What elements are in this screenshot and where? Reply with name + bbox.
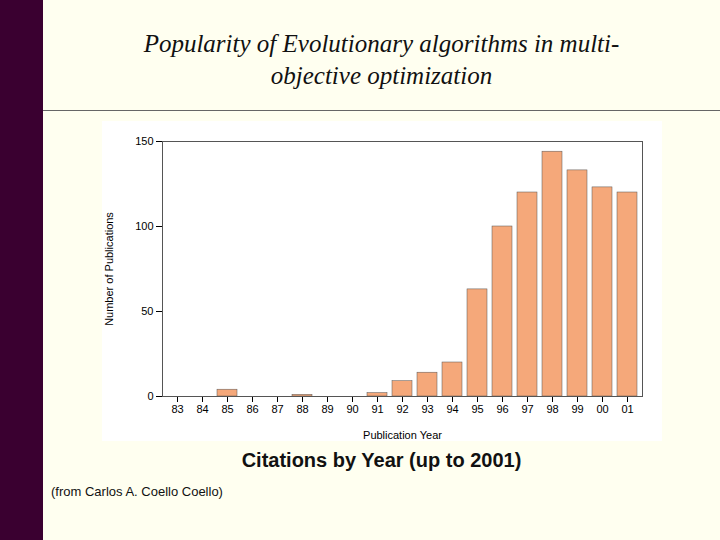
svg-text:0: 0 [147, 390, 153, 402]
svg-text:Publication Year: Publication Year [363, 429, 442, 441]
html-text:objective optimization: objective optimization [270, 62, 493, 89]
svg-text:00: 00 [596, 403, 608, 415]
svg-text:91: 91 [371, 403, 383, 415]
svg-text:97: 97 [521, 403, 533, 415]
svg-text:98: 98 [546, 403, 558, 415]
html-text:Citations by Year (up to 2001): Citations by Year (up to 2001) [241, 449, 522, 471]
svg-text:85: 85 [221, 403, 233, 415]
svg-text:95: 95 [471, 403, 483, 415]
svg-text:50: 50 [141, 305, 153, 317]
svg-text:88: 88 [296, 403, 308, 415]
svg-text:92: 92 [396, 403, 408, 415]
svg-text:89: 89 [321, 403, 333, 415]
svg-text:87: 87 [271, 403, 283, 415]
html-text:Popularity of Evolutionary alg: Popularity of Evolutionary algorithms in… [143, 30, 620, 57]
svg-text:94: 94 [446, 403, 458, 415]
svg-text:83: 83 [171, 403, 183, 415]
svg-text:93: 93 [421, 403, 433, 415]
svg-text:99: 99 [571, 403, 583, 415]
svg-text:86: 86 [246, 403, 258, 415]
svg-text:96: 96 [496, 403, 508, 415]
svg-text:90: 90 [346, 403, 358, 415]
svg-text:Number of Publications: Number of Publications [103, 212, 115, 326]
html-text:(from Carlos A. Coello Coello): (from Carlos A. Coello Coello) [51, 484, 223, 499]
svg-text:84: 84 [196, 403, 208, 415]
svg-text:01: 01 [621, 403, 633, 415]
svg-text:150: 150 [135, 135, 153, 147]
svg-text:100: 100 [135, 220, 153, 232]
